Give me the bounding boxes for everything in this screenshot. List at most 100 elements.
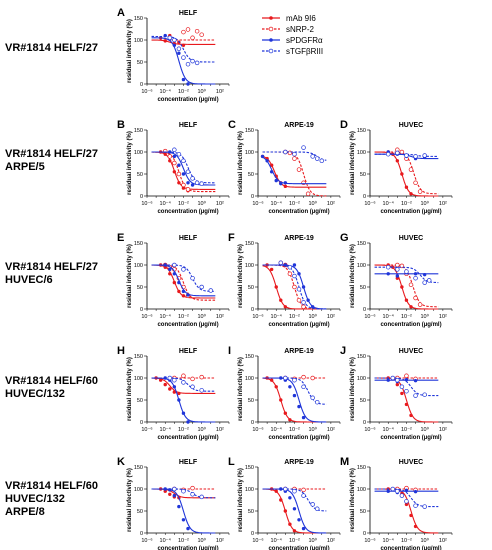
data-point — [422, 272, 427, 277]
row-label: VR#1814 HELF/60 HUVEC/132 — [5, 375, 98, 401]
x-axis-label: concentration (µg/ml) — [268, 435, 329, 441]
data-point — [404, 153, 409, 158]
data-point — [274, 489, 278, 493]
data-point — [413, 180, 418, 186]
data-point — [181, 29, 186, 35]
series-curve — [374, 488, 439, 534]
data-point — [279, 398, 283, 402]
x-tick-label: 10⁻⁴ — [383, 200, 395, 207]
series-curve — [374, 377, 439, 397]
legend-marker — [269, 38, 273, 42]
x-axis-label: concentration (µg/ml) — [157, 322, 218, 328]
series-curve — [151, 151, 216, 184]
chart-panel-e: E HELF 0 50 100 150 10⁻⁶ 10⁻⁴ 10⁻² 10⁰ 10² concentr… — [117, 232, 230, 328]
x-axis-label: concentration (µg/ml) — [268, 322, 329, 328]
data-point — [283, 149, 288, 155]
y-tick-label: 0 — [251, 194, 254, 200]
y-tick-label: 100 — [134, 263, 143, 269]
data-point — [269, 378, 274, 382]
data-point — [199, 284, 204, 290]
y-axis-label: residual infectivity (%) — [350, 468, 356, 532]
panel-title: ARPE-19 — [284, 459, 314, 466]
row-label-line: VR#1814 HELF/60 — [5, 479, 98, 492]
panel-letter: L — [228, 456, 235, 468]
x-tick-label: 10⁻⁶ — [252, 200, 263, 207]
x-tick-label: 10⁻⁶ — [364, 426, 375, 433]
data-point — [186, 420, 190, 424]
data-point — [199, 181, 204, 186]
data-point — [301, 487, 306, 493]
data-point — [301, 526, 306, 531]
data-point — [292, 151, 297, 157]
x-tick-label: 10⁻⁶ — [252, 313, 263, 320]
legend-label: sPDGFRα — [286, 36, 323, 45]
y-tick-label: 50 — [137, 398, 143, 404]
y-tick-label: 100 — [245, 150, 254, 156]
panel-title: ARPE-19 — [284, 348, 314, 355]
x-tick-label: 10⁻² — [401, 538, 412, 544]
y-tick-label: 100 — [245, 263, 254, 269]
series-curve — [262, 151, 327, 161]
panel-letter: G — [340, 232, 349, 244]
x-tick-label: 10⁰ — [198, 426, 207, 433]
y-tick-label: 0 — [140, 420, 143, 426]
data-point — [404, 185, 409, 189]
data-point — [190, 275, 195, 281]
data-point — [199, 32, 204, 37]
y-tick-label: 100 — [245, 487, 254, 493]
data-point — [422, 504, 427, 509]
y-tick-label: 150 — [245, 465, 254, 471]
chart-panel-g: G HUVEC 0 50 100 150 10⁻⁶ 10⁻⁴ 10⁻² 10⁰ 10² concent… — [340, 232, 453, 328]
x-tick-label: 10⁻⁶ — [252, 426, 263, 433]
row-label-line: HUVEC/6 — [5, 274, 53, 286]
x-tick-label: 10⁻² — [178, 89, 189, 95]
x-tick-label: 10⁻⁴ — [160, 200, 172, 207]
data-point — [194, 180, 200, 186]
x-tick-label: 10⁻⁴ — [271, 426, 283, 433]
x-tick-label: 10² — [327, 427, 335, 433]
data-point — [190, 384, 195, 390]
data-point — [296, 167, 302, 172]
y-axis-label: residual infectivity (%) — [238, 468, 244, 532]
x-tick-label: 10² — [327, 314, 335, 320]
data-point — [413, 275, 418, 281]
y-axis-label: residual infectivity (%) — [127, 357, 133, 421]
data-point — [314, 156, 320, 161]
series-curve — [151, 37, 216, 85]
panel-title: HUVEC — [399, 348, 424, 355]
data-point — [288, 522, 292, 526]
data-point — [386, 272, 390, 276]
series-curve — [151, 151, 216, 186]
x-tick-label: 10⁻⁶ — [364, 313, 375, 320]
data-point — [177, 504, 181, 509]
data-point — [301, 285, 306, 289]
data-point — [176, 46, 182, 52]
data-point — [413, 524, 418, 529]
data-point — [395, 150, 400, 156]
y-tick-label: 100 — [134, 376, 143, 382]
y-axis-label: residual infectivity (%) — [127, 131, 133, 195]
data-point — [301, 493, 306, 498]
panel-letter: B — [117, 119, 125, 131]
y-tick-label: 50 — [360, 285, 366, 291]
data-point — [287, 264, 293, 270]
data-point — [404, 488, 409, 493]
data-point — [172, 280, 177, 285]
data-point — [163, 152, 167, 156]
data-point — [301, 415, 306, 420]
series-curve — [262, 264, 327, 310]
data-point — [181, 77, 186, 82]
data-point — [399, 149, 405, 155]
x-axis-label: concentration (µg/ml) — [157, 209, 218, 215]
x-tick-label: 10⁻⁶ — [141, 313, 152, 320]
data-point — [408, 282, 414, 288]
x-tick-label: 10² — [439, 201, 447, 207]
series-curve — [151, 264, 216, 292]
y-tick-label: 50 — [360, 172, 366, 178]
row-label: VR#1814 HELF/27 — [5, 42, 98, 55]
data-point — [413, 378, 418, 383]
panel-title: HUVEC — [399, 122, 424, 129]
data-point — [292, 488, 297, 494]
data-point — [185, 27, 191, 32]
y-tick-label: 0 — [251, 420, 254, 426]
